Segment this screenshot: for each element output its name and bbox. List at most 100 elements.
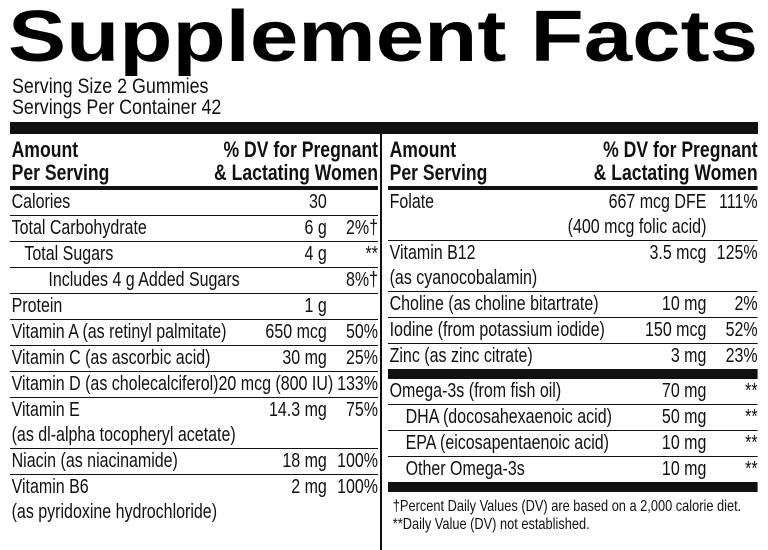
header-text: & Lactating Women xyxy=(214,160,378,185)
nutrient-name: Vitamin D (as cholecalciferol) xyxy=(11,373,219,395)
header-text: & Lactating Women xyxy=(593,160,758,185)
thick-rule xyxy=(10,122,758,134)
amount: 30 mg xyxy=(282,347,327,369)
header-text: Per Serving xyxy=(389,160,488,185)
amount: 10 mg xyxy=(661,432,707,454)
nutrient-name: Other Omega-3s xyxy=(405,458,525,480)
dv: 111% xyxy=(719,191,758,213)
nutrient-row: Niacin (as niacinamide) 18 mg 100% xyxy=(10,449,378,475)
nutrient-row: Total Sugars 4 g ** xyxy=(10,242,378,268)
nutrient-row: Vitamin B6 (as pyridoxine hydrochloride) 2… xyxy=(10,475,378,525)
nutrient-row: Vitamin C (as ascorbic acid) 30 mg 25% xyxy=(10,346,378,372)
amount: 1 g xyxy=(304,295,327,317)
amount: 6 g xyxy=(304,217,327,239)
nutrient-name: Iodine (from potassium iodide) xyxy=(389,319,605,341)
name-line: (as dl-alpha tocopheryl acetate) xyxy=(11,424,236,446)
nutrient-row: DHA (docosahexaenoic acid) 50 mg ** xyxy=(388,405,758,431)
name-line: Vitamin B6 xyxy=(11,476,89,498)
dv: 75% xyxy=(345,399,378,421)
dv-header: % DV for Pregnant & Lactating Women xyxy=(594,138,758,184)
right-column: Amount Per Serving % DV for Pregnant & Lac… xyxy=(388,134,758,534)
nutrient-name: Vitamin C (as ascorbic acid) xyxy=(11,347,211,369)
dv: ** xyxy=(745,406,758,428)
amount-header: Amount Per Serving xyxy=(12,138,110,184)
name-line: Vitamin E xyxy=(11,399,80,421)
header-text: Amount xyxy=(11,137,79,162)
amount-header: Amount Per Serving xyxy=(390,138,488,184)
dv: 25% xyxy=(345,347,378,369)
amount: 667 mcg DFE (400 mcg folic acid) xyxy=(568,190,707,240)
nutrient-name: Choline (as choline bitartrate) xyxy=(389,293,599,315)
header-text: Amount xyxy=(389,137,457,162)
title-area: Supplement Facts xyxy=(8,0,758,76)
serving-info: Serving Size 2 Gummies Servings Per Cont… xyxy=(12,76,221,118)
nutrient-name: Vitamin B12 (as cyanocobalamin) xyxy=(390,241,650,291)
nutrient-row: Folate 667 mcg DFE (400 mcg folic acid) 111… xyxy=(388,190,758,241)
dv: 2% xyxy=(734,293,758,315)
dv: 8%† xyxy=(345,269,378,291)
dv: ** xyxy=(365,243,378,265)
nutrient-name: Protein xyxy=(11,295,63,317)
nutrient-name: DHA (docosahexaenoic acid) xyxy=(405,406,612,428)
dv-header: % DV for Pregnant & Lactating Women xyxy=(214,138,378,184)
nutrient-row: Vitamin D (as cholecalciferol) 20 mcg (80… xyxy=(10,372,378,398)
nutrient-name: EPA (eicosapentaenoic acid) xyxy=(405,432,609,454)
name-line: (as cyanocobalamin) xyxy=(389,267,538,289)
nutrient-name: Vitamin B6 (as pyridoxine hydrochloride) xyxy=(12,475,292,525)
nutrient-row: Omega-3s (from fish oil) 70 mg ** xyxy=(388,379,758,405)
dv: ** xyxy=(745,458,758,480)
nutrient-row: Vitamin E (as dl-alpha tocopheryl acetate… xyxy=(10,398,378,449)
header-text: % DV for Pregnant xyxy=(603,137,758,162)
footnotes: †Percent Daily Values (DV) are based on … xyxy=(388,492,758,534)
amount: 14.3 mg xyxy=(268,399,327,421)
column-divider xyxy=(380,134,382,550)
amount: 10 mg xyxy=(661,458,707,480)
nutrient-name: Total Carbohydrate xyxy=(11,217,147,239)
nutrient-row: Protein 1 g xyxy=(10,294,378,320)
footnote: †Percent Daily Values (DV) are based on … xyxy=(392,498,742,515)
dv: 50% xyxy=(345,321,378,343)
dv: 2%† xyxy=(345,217,378,239)
title: Supplement Facts xyxy=(8,0,758,76)
nutrient-name: Vitamin E (as dl-alpha tocopheryl acetate… xyxy=(12,398,269,448)
nutrient-row: Choline (as choline bitartrate) 10 mg 2% xyxy=(388,292,758,318)
amount: 3 mg xyxy=(670,345,707,367)
amount: 18 mg xyxy=(282,450,327,472)
thick-rule xyxy=(388,482,758,492)
dv: 133% xyxy=(337,373,378,395)
nutrient-name: Omega-3s (from fish oil) xyxy=(389,380,562,402)
amount: 2 mg xyxy=(291,476,327,498)
dv: ** xyxy=(745,380,758,402)
amount-line: (400 mcg folic acid) xyxy=(567,216,707,238)
amount: 650 mcg xyxy=(265,321,327,343)
name-line: (as pyridoxine hydrochloride) xyxy=(11,501,218,523)
name-line: Vitamin B12 xyxy=(389,242,476,264)
nutrient-name: Calories xyxy=(11,191,71,213)
nutrient-row: Vitamin B12 (as cyanocobalamin) 3.5 mcg 125… xyxy=(388,241,758,292)
nutrient-row: Iodine (from potassium iodide) 150 mcg 52% xyxy=(388,318,758,344)
serving-size: Serving Size 2 Gummies xyxy=(12,75,209,98)
amount: 3.5 mcg xyxy=(649,242,707,264)
header-text: Per Serving xyxy=(11,160,110,185)
nutrient-row: Other Omega-3s 10 mg ** xyxy=(388,457,758,482)
nutrient-name: Niacin (as niacinamide) xyxy=(11,450,178,472)
nutrient-name: Includes 4 g Added Sugars xyxy=(48,269,240,291)
amount: 30 xyxy=(309,191,327,213)
amount: 150 mcg xyxy=(645,319,707,341)
dv: 125% xyxy=(716,242,758,264)
amount: 50 mg xyxy=(661,406,707,428)
nutrient-name: Vitamin A (as retinyl palmitate) xyxy=(11,321,227,343)
servings-per-container: Servings Per Container 42 xyxy=(12,96,222,119)
nutrient-row: EPA (eicosapentaenoic acid) 10 mg ** xyxy=(388,431,758,457)
nutrient-name: Total Sugars xyxy=(24,243,114,265)
dv: 100% xyxy=(337,476,378,498)
thick-rule xyxy=(388,369,758,379)
dv: ** xyxy=(745,432,758,454)
footnote: **Daily Value (DV) not established. xyxy=(392,516,590,533)
amount: 4 g xyxy=(304,243,327,265)
left-column: Amount Per Serving % DV for Pregnant & Lac… xyxy=(10,134,378,525)
nutrient-row: Zinc (as zinc citrate) 3 mg 23% xyxy=(388,344,758,369)
amount-line: 667 mcg DFE xyxy=(608,191,707,213)
nutrient-row: Includes 4 g Added Sugars 8%† xyxy=(10,268,378,294)
